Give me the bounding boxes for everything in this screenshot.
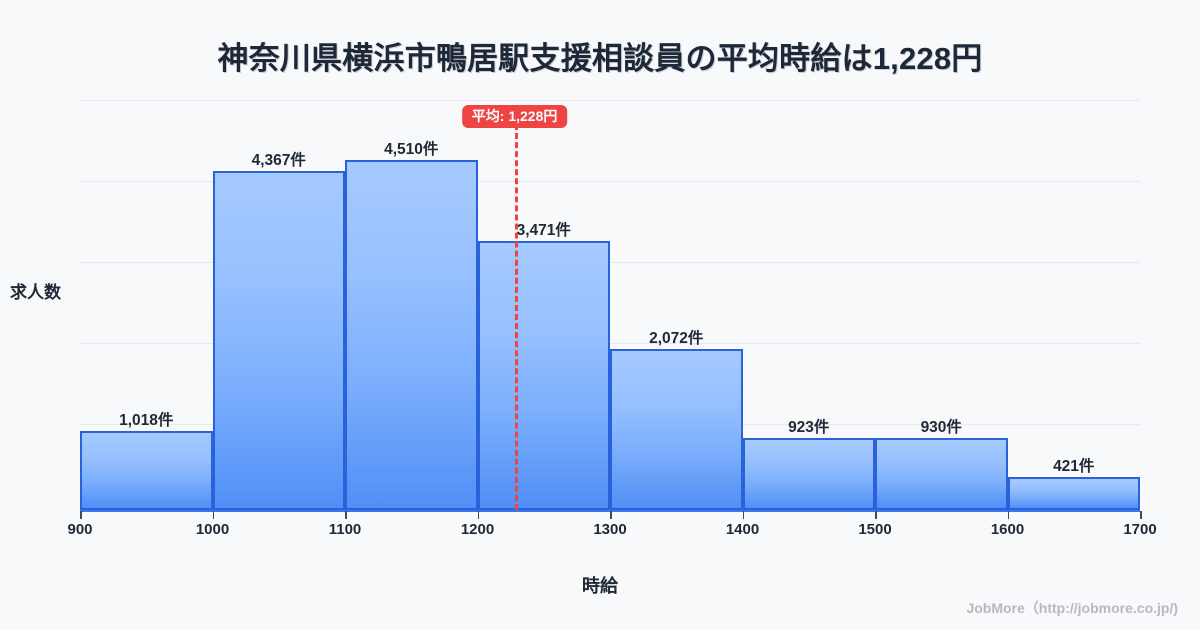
x-axis-tick bbox=[477, 511, 479, 519]
footer-credit: JobMore（http://jobmore.co.jp/) bbox=[966, 600, 1178, 616]
x-axis-tick bbox=[1007, 511, 1009, 519]
x-axis-tick-label: 1100 bbox=[328, 521, 362, 538]
bar-value-label: 4,367件 bbox=[251, 152, 306, 170]
histogram-bar bbox=[875, 437, 1008, 510]
histogram-bar bbox=[80, 431, 213, 510]
histogram-bar bbox=[742, 438, 875, 510]
bar-value-label: 421件 bbox=[1053, 458, 1095, 476]
average-line bbox=[514, 124, 518, 510]
gridline bbox=[80, 181, 1140, 182]
gridline bbox=[80, 100, 1140, 101]
x-axis-tick-label: 1400 bbox=[725, 521, 760, 538]
bar-value-label: 1,018件 bbox=[119, 411, 174, 429]
bar-value-label: 4,510件 bbox=[384, 141, 439, 158]
x-axis-tick bbox=[1140, 511, 1142, 519]
x-axis-tick-label: 1600 bbox=[990, 521, 1025, 538]
x-axis-tick bbox=[610, 511, 612, 519]
x-axis-tick-label: 900 bbox=[67, 521, 93, 538]
histogram-bar bbox=[1007, 477, 1140, 510]
x-axis-tick bbox=[345, 511, 347, 519]
x-axis-tick bbox=[80, 511, 82, 519]
x-axis-tick-label: 1300 bbox=[593, 521, 627, 538]
x-axis-tick-label: 1700 bbox=[1123, 521, 1157, 538]
x-axis-tick-label: 1000 bbox=[195, 521, 230, 538]
x-axis-tick bbox=[875, 511, 877, 519]
histogram-bar bbox=[345, 160, 478, 510]
bar-value-label: 2,072件 bbox=[649, 330, 704, 348]
gridline bbox=[80, 343, 1140, 344]
y-axis-title: 求人数 bbox=[10, 283, 61, 302]
average-badge: 平均: 1,228円 bbox=[461, 105, 568, 129]
x-axis-title: 時給 bbox=[582, 576, 618, 596]
bars-layer: 1,018件 4,367件 4,510件 3,471件 2,072件 923件 930件 42… bbox=[80, 92, 1140, 510]
x-axis-tick-label: 1500 bbox=[858, 521, 892, 538]
gridline bbox=[80, 262, 1140, 263]
x-axis-tick bbox=[212, 511, 214, 519]
x-axis-tick bbox=[742, 511, 744, 519]
bar-value-label: 930件 bbox=[920, 418, 962, 436]
histogram-bar bbox=[212, 171, 345, 510]
bar-value-label: 3,471件 bbox=[516, 221, 571, 239]
x-axis-tick-label: 1200 bbox=[460, 521, 495, 538]
histogram-bar bbox=[477, 240, 610, 510]
chart-title: 神奈川県横浜市鴨居駅支援相談員の平均時給は1,228円 bbox=[217, 41, 983, 76]
histogram-bar bbox=[610, 349, 743, 510]
bar-value-label: 923件 bbox=[788, 419, 830, 437]
